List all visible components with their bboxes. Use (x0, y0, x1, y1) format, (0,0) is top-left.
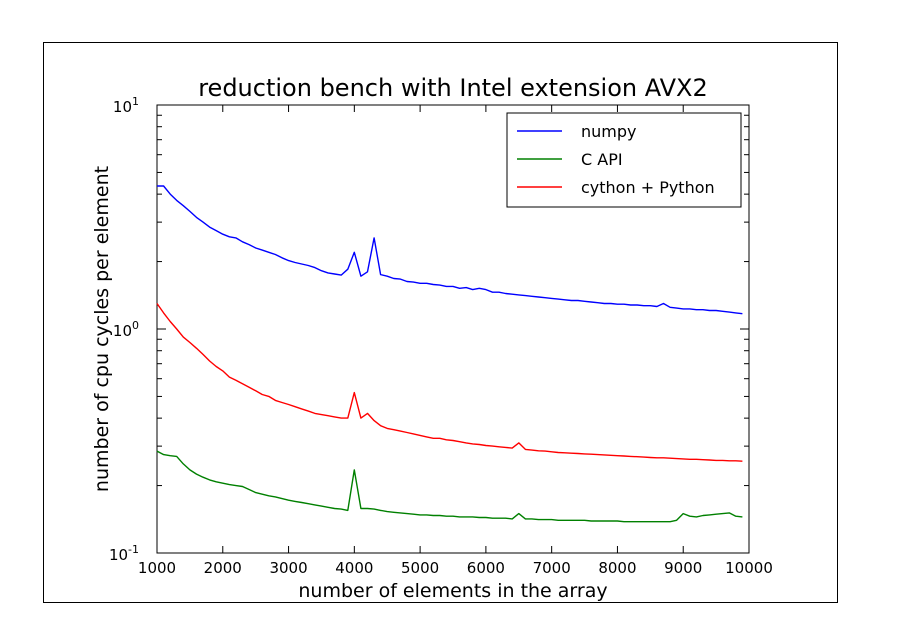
x-tick-label: 4000 (335, 559, 373, 577)
x-tick-label: 10000 (725, 559, 773, 577)
x-tick-label: 3000 (269, 559, 307, 577)
series-line-numpy (157, 185, 743, 315)
series-line-cython-python (156, 303, 743, 462)
legend-label: cython + Python (581, 178, 715, 197)
x-tick-label: 7000 (533, 559, 571, 577)
y-tick-label: 10-1 (109, 543, 139, 564)
x-tick-label: 8000 (598, 559, 636, 577)
chart-title: reduction bench with Intel extension AVX… (198, 74, 708, 102)
legend-box (506, 112, 742, 208)
x-tick-label: 9000 (664, 559, 702, 577)
x-tick-label: 5000 (401, 559, 439, 577)
legend-label: numpy (581, 122, 637, 141)
x-tick-label: 1000 (138, 559, 176, 577)
y-tick-label: 100 (113, 319, 139, 340)
y-tick-label: 101 (113, 95, 139, 116)
x-axis-label: number of elements in the array (298, 580, 607, 602)
x-axis-ticks: 1000 2000 3000 4000 5000 6000 7000 8000 9000 1000… (138, 105, 773, 577)
x-tick-label: 2000 (204, 559, 242, 577)
y-axis-ticks: 10-1 100 101 (109, 95, 749, 564)
series-line-c-api (156, 450, 743, 523)
legend: numpy C API cython + Python (506, 112, 742, 208)
y-axis-label: number of cpu cycles per element (91, 166, 113, 492)
legend-label: C API (581, 150, 623, 169)
plot-area: 1000 2000 3000 4000 5000 6000 7000 8000 9000 1000… (109, 95, 773, 577)
x-tick-label: 6000 (467, 559, 505, 577)
series-layer (156, 185, 743, 523)
figure-frame: reduction bench with Intel extension AVX… (43, 42, 838, 603)
chart: reduction bench with Intel extension AVX… (91, 74, 773, 602)
